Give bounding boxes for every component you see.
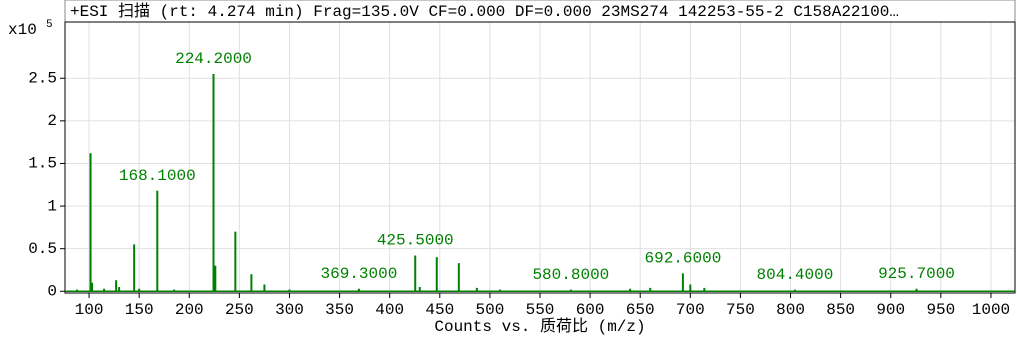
peak-label: 804.4000 (757, 266, 834, 284)
x-tick-label: 500 (475, 301, 504, 319)
chart-title: +ESI 扫描 (rt: 4.274 min) Frag=135.0V CF=0… (70, 2, 899, 21)
x-tick-label: 750 (726, 301, 755, 319)
x-tick-label: 400 (375, 301, 404, 319)
x-tick-label: 1000 (972, 301, 1010, 319)
y-tick-label: 0 (47, 283, 57, 301)
x-tick-label: 850 (826, 301, 855, 319)
plot-frame (64, 21, 1016, 294)
y-multiplier: x10 (8, 21, 37, 39)
x-tick-label: 700 (676, 301, 705, 319)
peak-label: 580.8000 (532, 266, 609, 284)
y-tick-label: 2.5 (28, 69, 57, 87)
x-tick-label: 450 (425, 301, 454, 319)
x-tick-label: 100 (75, 301, 104, 319)
x-tick-label: 350 (325, 301, 354, 319)
x-tick-label: 650 (626, 301, 655, 319)
y-exponent: 5 (46, 19, 53, 31)
peak-label: 692.6000 (644, 250, 721, 268)
peak-label: 925.7000 (878, 265, 955, 283)
peak-label: 369.3000 (321, 265, 398, 283)
x-tick-label: 900 (876, 301, 905, 319)
x-tick-label: 550 (526, 301, 555, 319)
x-tick-label: 300 (275, 301, 304, 319)
x-tick-label: 200 (175, 301, 204, 319)
x-tick-label: 800 (776, 301, 805, 319)
x-tick-label: 250 (225, 301, 254, 319)
y-tick-label: 1.5 (28, 155, 57, 173)
y-tick-label: 1 (47, 197, 57, 215)
x-tick-label: 600 (576, 301, 605, 319)
peak-label: 224.2000 (175, 50, 252, 68)
peak-label: 168.1000 (119, 167, 196, 185)
x-tick-label: 150 (125, 301, 154, 319)
y-tick-label: 0.5 (28, 240, 57, 258)
x-tick-label: 950 (926, 301, 955, 319)
peak-label: 425.5000 (377, 232, 454, 250)
y-tick-label: 2 (47, 112, 57, 130)
x-axis-label: Counts vs. 质荷比 (m/z) (434, 317, 645, 336)
